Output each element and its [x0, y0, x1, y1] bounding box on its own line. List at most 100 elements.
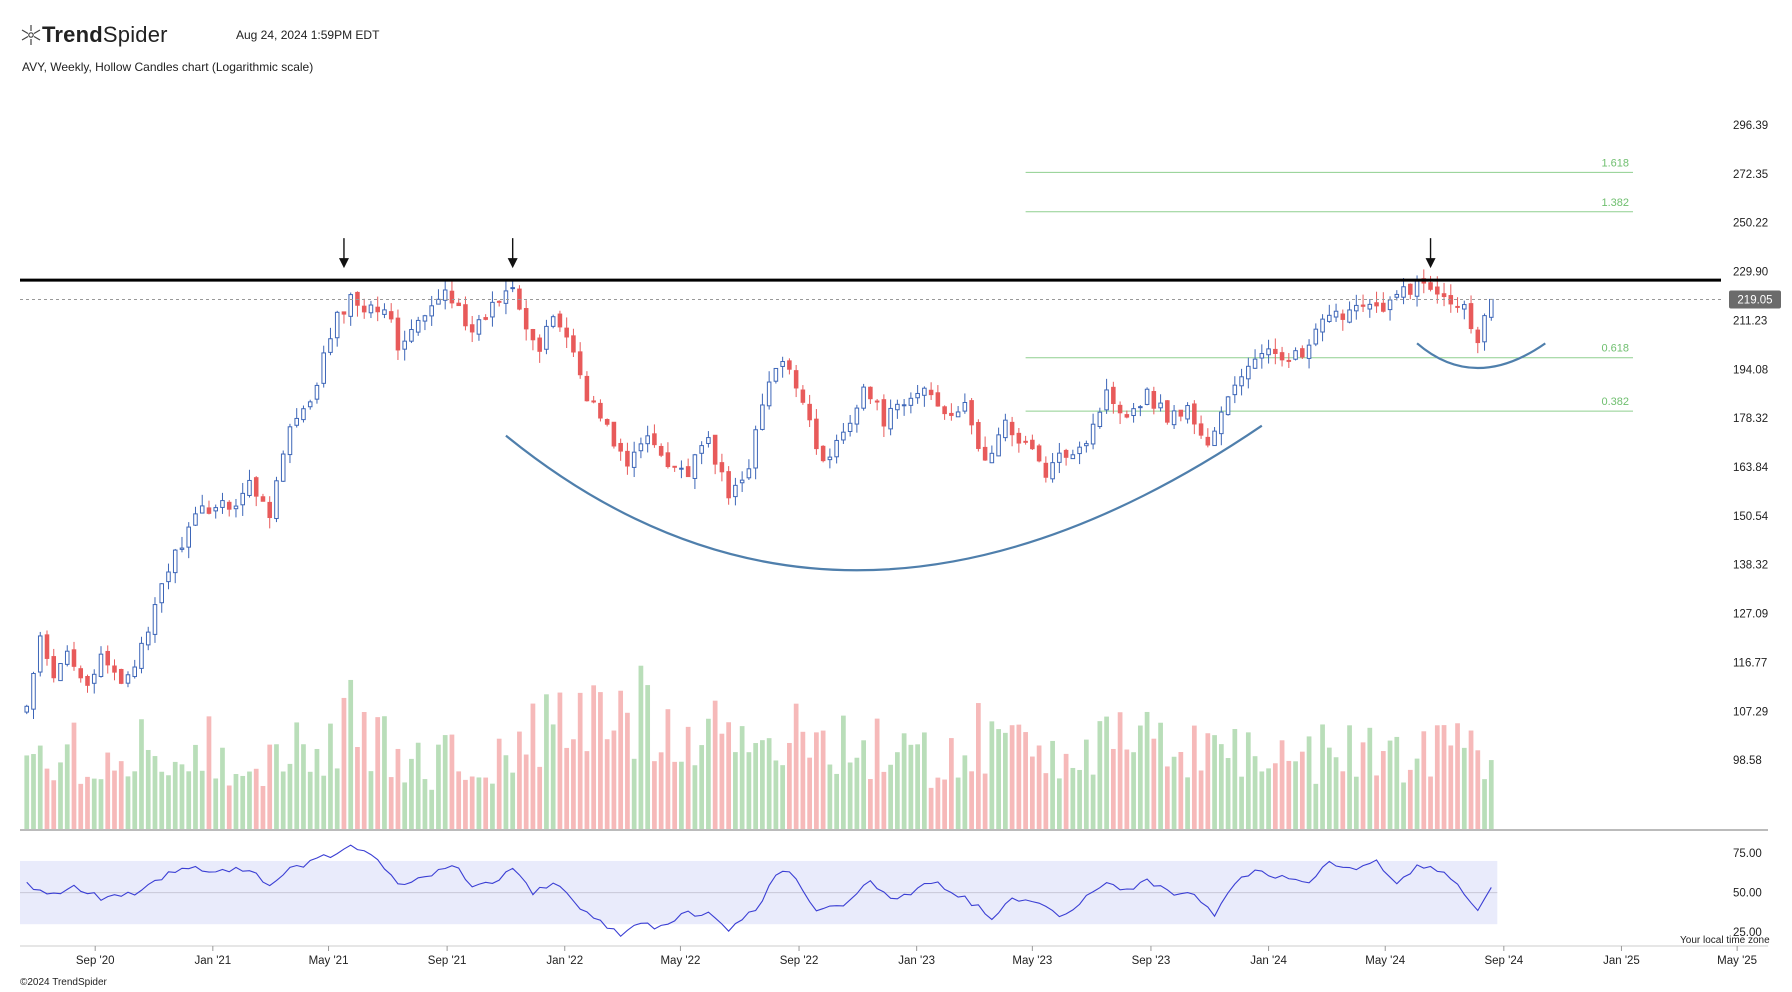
candle-body: [969, 400, 974, 426]
candle-body: [341, 311, 347, 315]
candle-body: [631, 451, 637, 468]
candle-body: [1043, 462, 1049, 478]
candle-body: [901, 404, 907, 407]
candle-body: [1192, 403, 1197, 425]
candle: [1441, 282, 1447, 307]
volume-bar: [91, 778, 97, 829]
candle: [895, 399, 900, 419]
candle: [679, 460, 684, 479]
volume-bar: [348, 679, 354, 829]
candle: [1340, 309, 1346, 331]
candle: [1232, 376, 1238, 404]
candle-body: [159, 583, 165, 604]
volume-bar: [422, 779, 428, 829]
candle-body: [125, 674, 131, 684]
candle: [537, 334, 542, 363]
candle-body: [112, 665, 117, 673]
candle-body: [618, 442, 623, 452]
candle: [753, 425, 758, 480]
candle-body: [463, 304, 468, 327]
volume-bar: [935, 777, 941, 829]
candle: [287, 423, 293, 464]
candle-body: [442, 289, 448, 301]
timezone-note[interactable]: Your local time zone: [1680, 935, 1770, 946]
candle-body: [888, 407, 893, 430]
candle-body: [1468, 303, 1474, 330]
volume-bar: [1252, 756, 1258, 829]
volume-bar: [240, 775, 246, 829]
candle-body: [895, 403, 900, 411]
volume-bar: [915, 744, 920, 829]
candle: [368, 300, 374, 319]
x-tick-label: Jan '22: [546, 955, 583, 967]
volume-bar: [719, 733, 725, 829]
volume-bar: [1158, 722, 1163, 829]
candle: [888, 399, 893, 436]
candle-body: [193, 513, 198, 526]
candle: [132, 659, 138, 679]
candle-body: [321, 352, 326, 384]
candle: [1070, 449, 1076, 460]
volume-bar: [483, 777, 489, 829]
volume-bar: [253, 768, 259, 829]
candle-body: [949, 412, 954, 416]
candle: [476, 314, 482, 341]
candle-body: [166, 571, 171, 583]
candle: [1050, 452, 1055, 483]
candle-body: [436, 298, 441, 305]
x-tick-label: May '21: [309, 955, 349, 967]
candle: [1455, 297, 1460, 313]
volume-bar: [186, 771, 192, 829]
candle-body: [496, 300, 502, 303]
volume-bar: [1259, 771, 1265, 829]
candle-body: [64, 650, 70, 665]
volume-bar: [375, 717, 381, 829]
volume-bar: [787, 742, 792, 829]
candle-body: [361, 305, 367, 313]
candle-body: [996, 434, 1001, 457]
candle-body: [638, 443, 644, 452]
price-candles: [24, 269, 1494, 719]
volume-bar: [1306, 736, 1312, 829]
candle-body: [1023, 440, 1028, 443]
volume-bar: [746, 752, 752, 829]
candle-body: [220, 500, 225, 508]
volume-bar: [301, 744, 306, 829]
volume-bar: [888, 764, 893, 829]
candle-body: [1387, 299, 1393, 311]
candle-body: [652, 433, 657, 446]
volume-bar: [598, 692, 603, 829]
candle-body: [1286, 359, 1292, 362]
volume-bar: [996, 729, 1001, 829]
rsi-line: [26, 844, 1492, 938]
candle: [334, 310, 340, 347]
candle-body: [1090, 423, 1096, 445]
candle-body: [1435, 286, 1440, 295]
x-tick-label: May '23: [1012, 955, 1052, 967]
volume-bar: [1407, 769, 1413, 829]
candle-body: [665, 452, 671, 468]
candle: [665, 442, 671, 469]
candle-body: [469, 324, 475, 333]
candle: [1023, 435, 1028, 445]
candle: [395, 309, 401, 360]
volume-bar: [1178, 752, 1184, 829]
volume-bar: [1394, 736, 1400, 829]
candle: [125, 671, 131, 688]
candle: [550, 314, 556, 329]
candle-body: [51, 656, 57, 679]
candle: [145, 626, 151, 651]
volume-bar: [827, 764, 833, 829]
x-tick-label: Sep '22: [780, 955, 819, 967]
volume-bar: [71, 722, 77, 829]
volume-bar: [712, 700, 718, 829]
candle: [1063, 448, 1069, 466]
candle-body: [942, 406, 947, 415]
candle: [233, 498, 239, 518]
volume-bar: [206, 716, 212, 829]
candle-body: [328, 338, 333, 353]
volume-bar: [895, 752, 900, 829]
volume-bar: [368, 771, 374, 829]
volume-bar: [908, 744, 914, 829]
